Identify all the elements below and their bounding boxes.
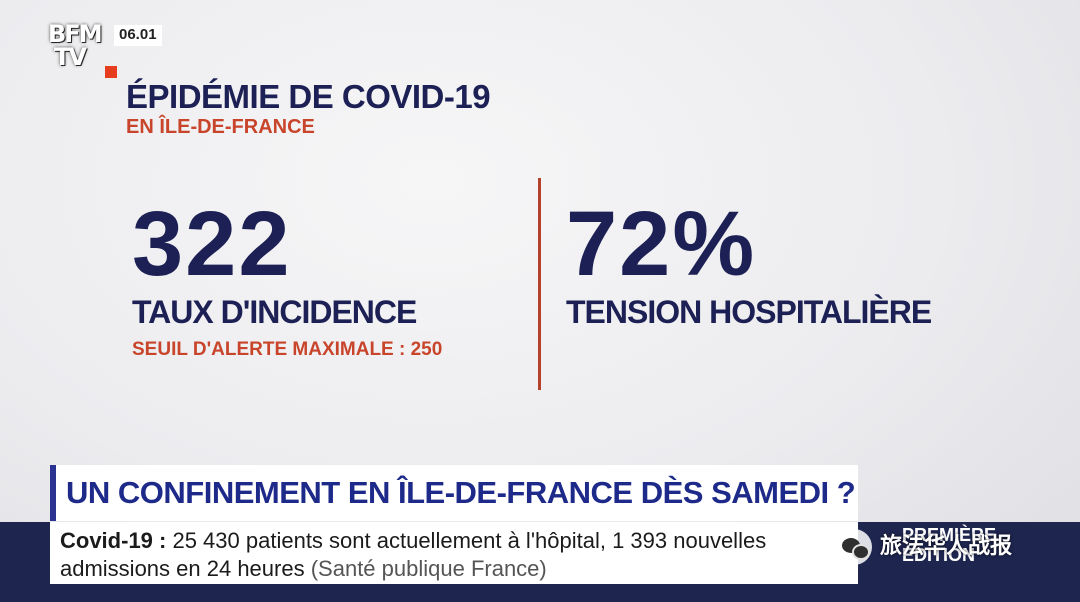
ticker-line-1: Covid-19 : 25 430 patients sont actuelle… xyxy=(60,530,766,552)
wechat-icon xyxy=(836,529,872,565)
alert-threshold-note: SEUIL D'ALERTE MAXIMALE : 250 xyxy=(132,339,443,360)
wechat-label: 旅法华人战报 xyxy=(880,534,1013,559)
headline-banner: UN CONFINEMENT EN ÎLE-DE-FRANCE DÈS SAME… xyxy=(50,465,858,521)
headline-text: UN CONFINEMENT EN ÎLE-DE-FRANCE DÈS SAME… xyxy=(66,475,856,510)
ticker-lead: Covid-19 : xyxy=(60,528,167,553)
bfmtv-logo: BFM TV xyxy=(48,22,108,72)
show-logo: PREMIÈRE ÉDITION xyxy=(902,526,1042,564)
clock: 06.01 xyxy=(114,25,162,46)
hospital-tension-label: TENSION HOSPITALIÈRE xyxy=(566,294,932,330)
page-title: ÉPIDÉMIE DE COVID-19 xyxy=(126,78,491,115)
page-subtitle: EN ÎLE-DE-FRANCE xyxy=(126,116,315,138)
stat-divider xyxy=(538,178,541,390)
hospital-tension-value: 72% xyxy=(566,193,757,295)
logo-bfm-text: BFM xyxy=(48,20,103,48)
show-logo-line2: ÉDITION xyxy=(902,545,976,565)
incidence-value: 322 xyxy=(132,193,292,295)
ticker-box: Covid-19 : 25 430 patients sont actuelle… xyxy=(50,522,858,584)
ticker-text-2: admissions en 24 heures xyxy=(60,556,305,581)
show-logo-line1: PREMIÈRE xyxy=(902,525,997,545)
ticker-source: (Santé publique France) xyxy=(310,556,547,581)
accent-square xyxy=(105,66,117,78)
wechat-watermark: 旅法华人战报 xyxy=(836,528,1012,566)
ticker-line-2: admissions en 24 heures (Santé publique … xyxy=(60,558,547,580)
logo-tv-text: TV xyxy=(54,43,87,71)
ticker-text-1: 25 430 patients sont actuellement à l'hô… xyxy=(166,528,767,553)
incidence-label: TAUX D'INCIDENCE xyxy=(132,294,417,330)
news-ticker: Covid-19 : 25 430 patients sont actuelle… xyxy=(0,522,1080,602)
